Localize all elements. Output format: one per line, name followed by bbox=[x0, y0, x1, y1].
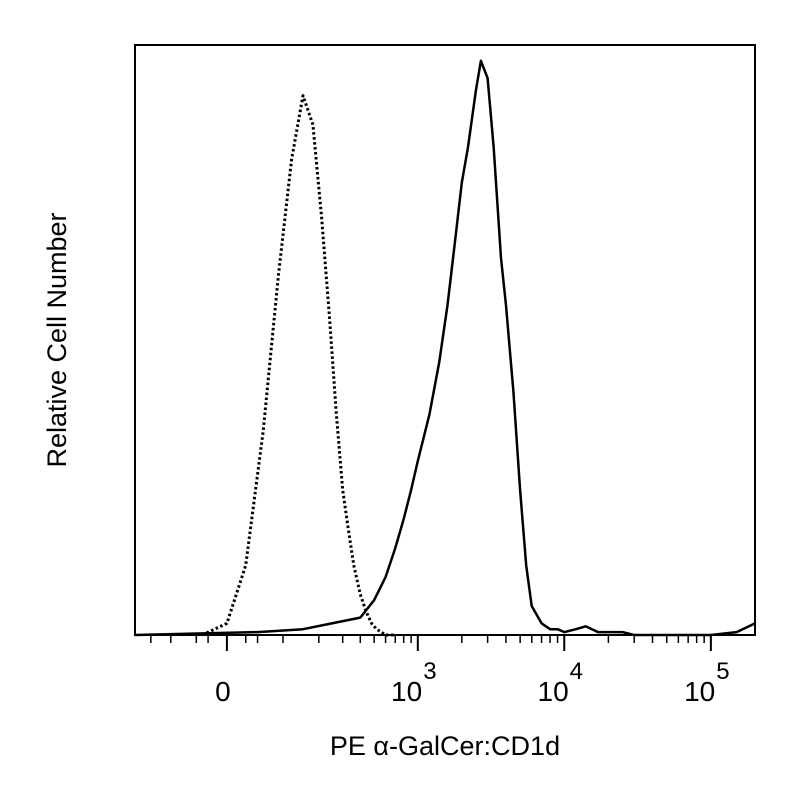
x-axis-major-ticks bbox=[225, 635, 712, 651]
x-tick-label: 105 bbox=[684, 658, 730, 707]
series-line-control bbox=[201, 94, 396, 637]
x-tick-label: 103 bbox=[391, 658, 437, 707]
series-layer bbox=[134, 59, 756, 637]
x-axis-minor-ticks bbox=[150, 635, 705, 643]
x-tick-label: 0 bbox=[215, 676, 231, 707]
plot-frame bbox=[134, 44, 756, 636]
series-line-stained bbox=[134, 59, 756, 637]
x-tick-label: 104 bbox=[538, 658, 584, 707]
x-axis-tick-labels: 0 103 104 105 bbox=[215, 658, 729, 707]
x-axis-title: PE α-GalCer:CD1d bbox=[330, 731, 560, 761]
y-axis-title: Relative Cell Number bbox=[42, 212, 72, 467]
